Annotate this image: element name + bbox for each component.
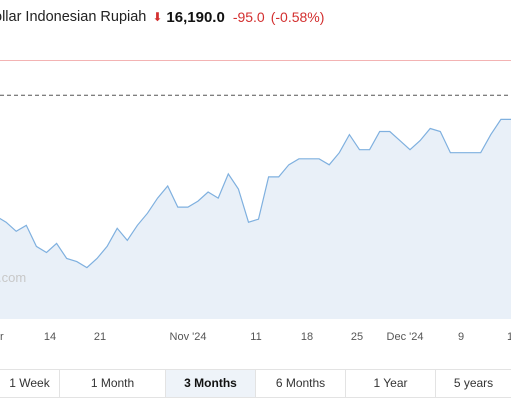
x-tick-label: 18 (301, 331, 313, 343)
tab-6-months[interactable]: 6 Months (256, 370, 346, 397)
tab-3-months[interactable]: 3 Months (166, 370, 256, 397)
x-tick-label: Dec '24 (387, 331, 424, 343)
x-axis-ticks: r 14 21 Nov '24 11 18 25 Dec '24 9 1 (0, 331, 511, 343)
current-price: 16,190.0 (166, 8, 225, 26)
tab-1-week[interactable]: 1 Week (0, 370, 60, 397)
x-tick-label: 11 (250, 331, 261, 343)
down-arrow-icon: ⬇ (152, 10, 163, 24)
x-tick-label: 1 (507, 331, 511, 343)
price-area-fill (0, 119, 511, 319)
quote-header: ollar Indonesian Rupiah ⬇ 16,190.0 -95.0… (0, 6, 324, 28)
x-tick-label: 14 (44, 331, 56, 343)
tab-1-year[interactable]: 1 Year (346, 370, 436, 397)
time-range-tabs: 1 Week 1 Month 3 Months 6 Months 1 Year … (0, 369, 511, 398)
watermark-text: .com (0, 270, 26, 285)
tab-5-years[interactable]: 5 years (453, 376, 494, 390)
price-chart: .com r 14 21 Nov '24 11 18 25 Dec '24 9 1 (0, 94, 511, 343)
x-tick-label: 9 (458, 331, 464, 343)
x-tick-label: 21 (94, 331, 106, 343)
x-tick-label: Nov '24 (170, 331, 207, 343)
price-change-percent: (-0.58%) (270, 9, 325, 25)
price-change: -95.0 (232, 9, 265, 25)
currency-pair-title: ollar Indonesian Rupiah (0, 9, 147, 25)
chart-top-border (0, 60, 511, 61)
price-series-line (0, 118, 511, 269)
x-tick-label: r (0, 331, 4, 343)
x-tick-label: 25 (351, 331, 363, 343)
tab-1-month[interactable]: 1 Month (60, 370, 166, 397)
